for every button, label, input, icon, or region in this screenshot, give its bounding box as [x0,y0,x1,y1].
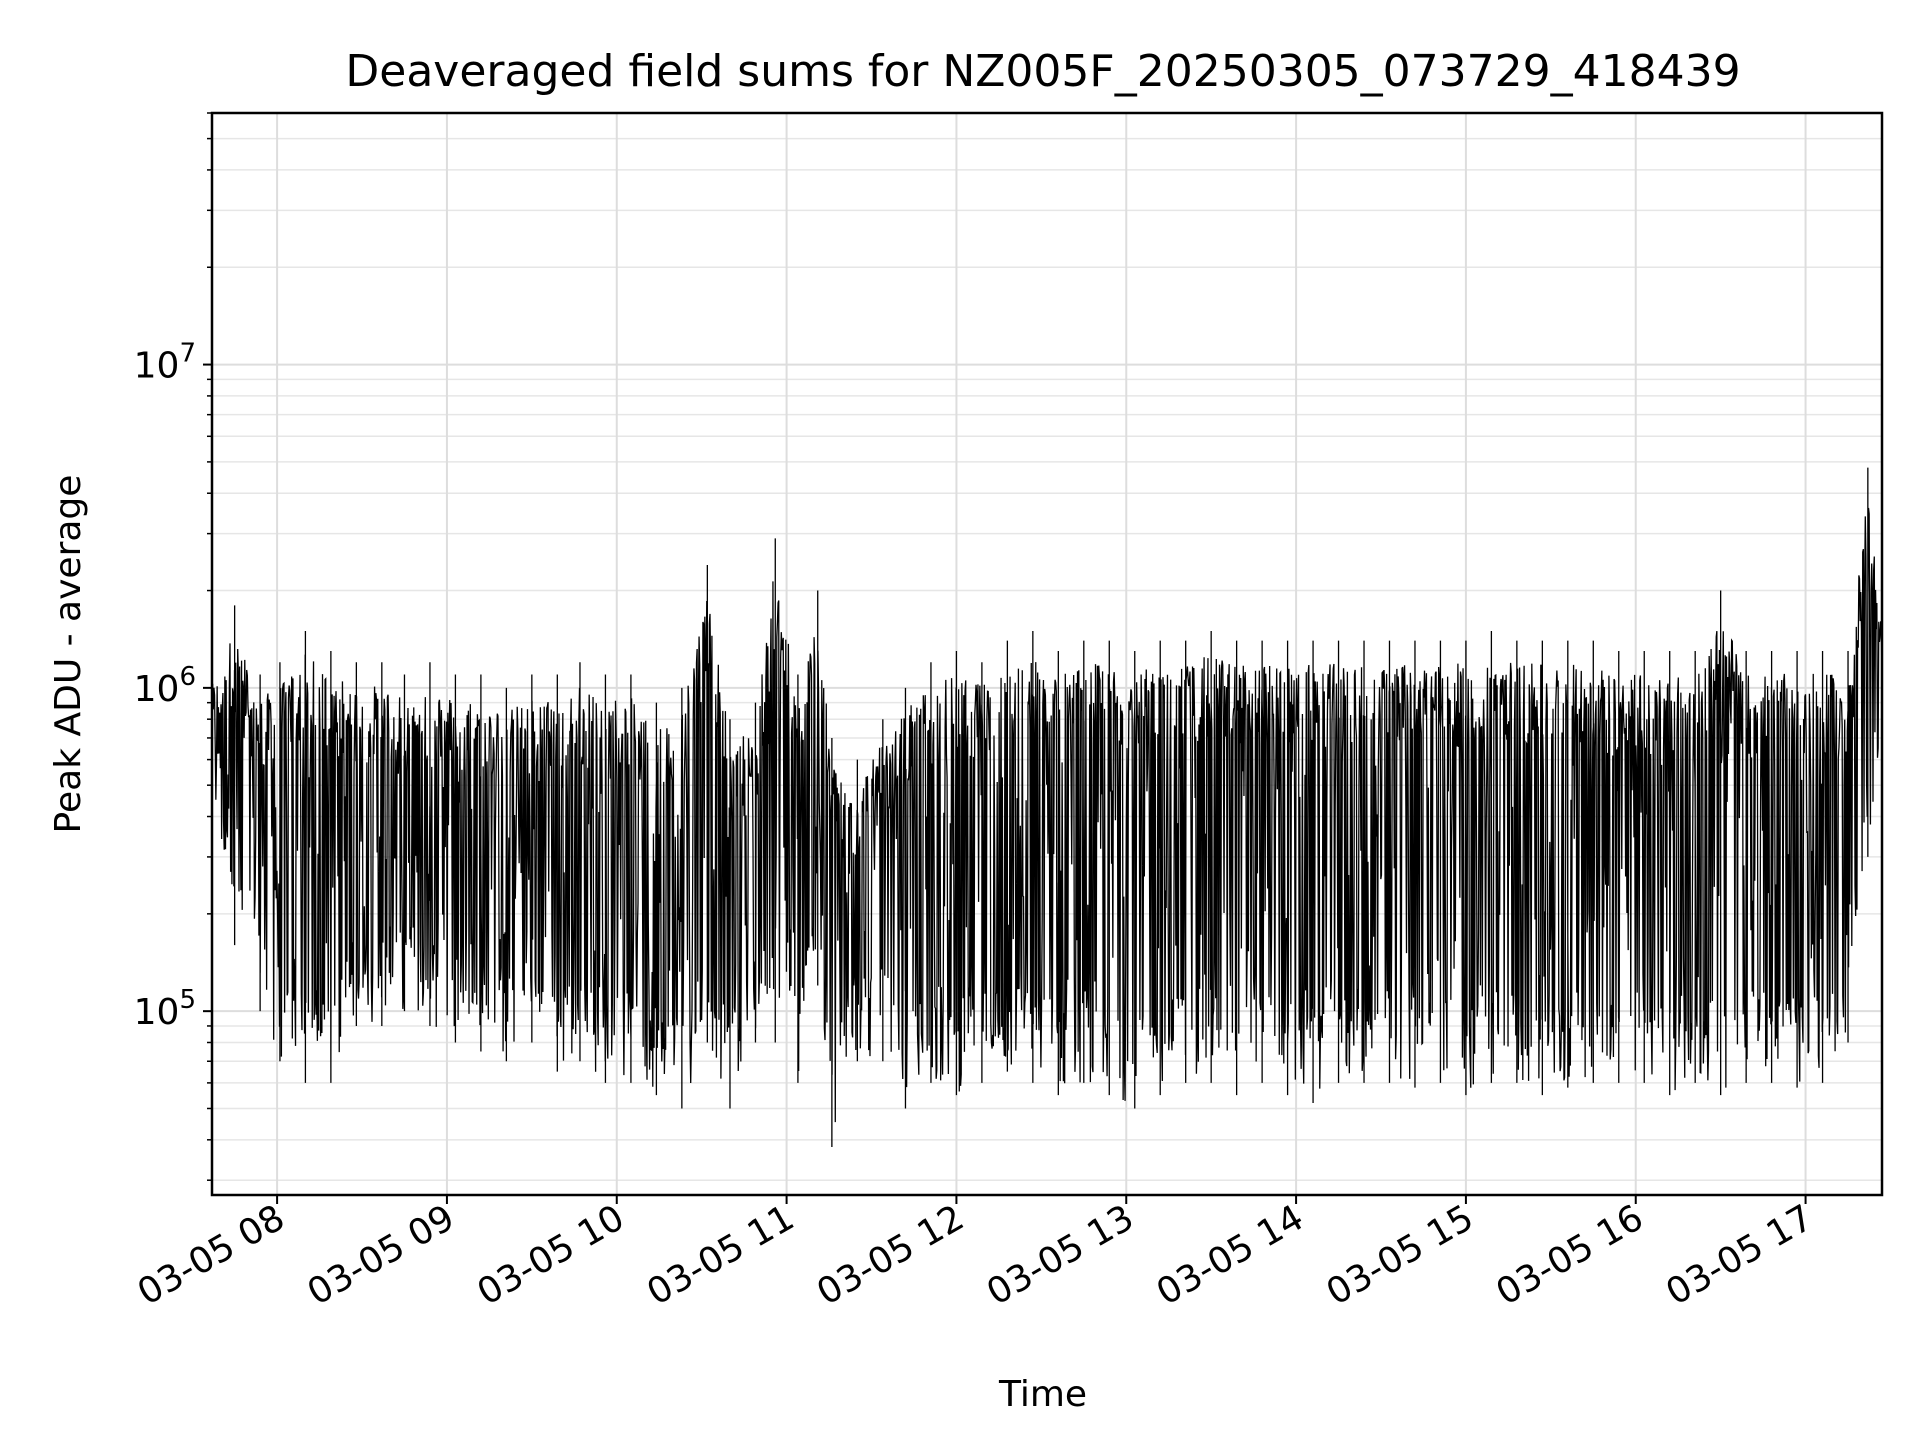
x-tick-label: 03-05 10 [471,1197,632,1313]
x-axis-ticks: 03-05 08 03-05 09 03-05 10 03-05 11 03-05 12… [131,1195,1820,1314]
y-tick-label-exponent: 7 [179,339,196,369]
x-axis-label: Time [998,1374,1087,1415]
y-tick-label-exponent: 6 [179,662,196,692]
y-tick-label: 105 [134,985,196,1033]
y-tick-label-base: 10 [134,669,180,710]
grid-layer [212,112,1882,1195]
y-tick-label-base: 10 [134,346,180,387]
x-tick-label: 03-05 11 [640,1197,801,1313]
plot-area-frame [210,111,1884,1197]
series-line [211,467,1883,1148]
x-tick-label: 03-05 17 [1659,1197,1820,1313]
x-tick-label: 03-05 16 [1490,1197,1651,1313]
x-tick-label: 03-05 15 [1320,1197,1481,1313]
x-tick-label: 03-05 12 [810,1197,971,1313]
y-axis-label: Peak ADU - average [48,475,89,834]
x-tick-label: 03-05 14 [1150,1197,1311,1313]
y-tick-label-exponent: 5 [179,985,196,1015]
trace-layer [211,467,1883,1148]
y-tick-label: 106 [134,662,196,710]
x-tick-label: 03-05 13 [980,1197,1141,1313]
x-tick-label: 03-05 09 [301,1197,462,1313]
y-tick-label-base: 10 [134,992,180,1033]
y-tick-label: 107 [134,339,196,387]
chart-title: Deaveraged field sums for NZ005F_2025030… [345,46,1740,97]
x-tick-label: 03-05 08 [131,1197,292,1313]
